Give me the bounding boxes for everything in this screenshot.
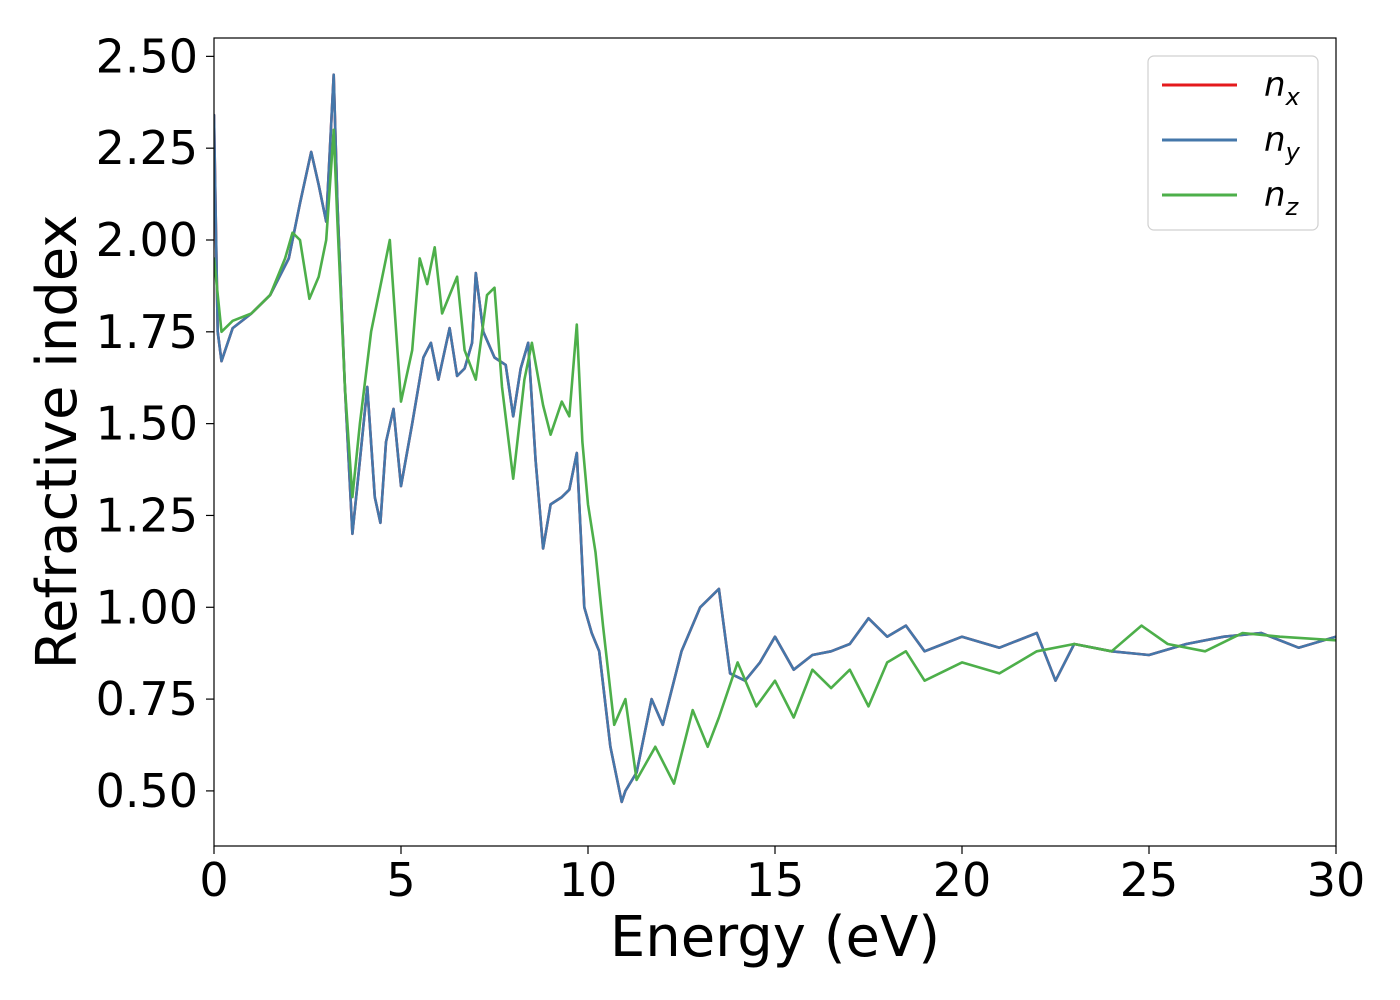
x-axis-ticks: 0 5 10 15 20 25 30	[199, 846, 1365, 907]
y-tick-label: 0.50	[96, 764, 198, 818]
x-tick-label: 5	[386, 853, 415, 907]
y-tick-label: 2.25	[96, 121, 198, 175]
x-tick-label: 0	[199, 853, 228, 907]
x-tick-label: 20	[933, 853, 992, 907]
x-axis-title: Energy (eV)	[610, 905, 940, 970]
y-tick-label: 0.75	[96, 672, 198, 726]
plot-lines	[214, 73, 1336, 804]
x-tick-label: 25	[1120, 853, 1179, 907]
y-axis-title: Refractive index	[25, 215, 90, 670]
x-tick-label: 15	[746, 853, 805, 907]
legend-frame	[1147, 55, 1319, 231]
y-tick-label: 1.25	[96, 488, 198, 542]
x-tick-label: 30	[1307, 853, 1366, 907]
y-tick-label: 1.00	[96, 580, 198, 634]
y-axis-ticks: 0.50 0.75 1.00 1.25 1.50 1.75 2.00 2.25 2.50	[96, 29, 214, 818]
y-tick-label: 2.50	[96, 29, 198, 83]
series-line-z	[214, 128, 1336, 785]
y-tick-label: 1.75	[96, 305, 198, 359]
x-tick-label: 10	[559, 853, 618, 907]
y-tick-label: 1.50	[96, 397, 198, 451]
y-tick-label: 2.00	[96, 213, 198, 267]
